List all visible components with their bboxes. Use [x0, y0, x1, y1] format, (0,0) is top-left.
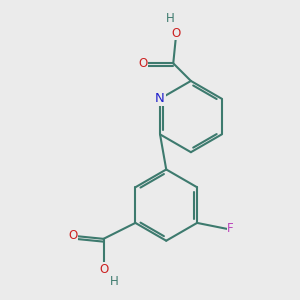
Text: O: O: [99, 262, 108, 276]
Text: H: H: [110, 275, 118, 289]
Text: H: H: [166, 11, 174, 25]
Text: O: O: [172, 26, 181, 40]
Text: N: N: [155, 92, 165, 105]
Text: O: O: [138, 57, 148, 70]
Text: O: O: [69, 229, 78, 242]
Text: F: F: [227, 222, 234, 235]
